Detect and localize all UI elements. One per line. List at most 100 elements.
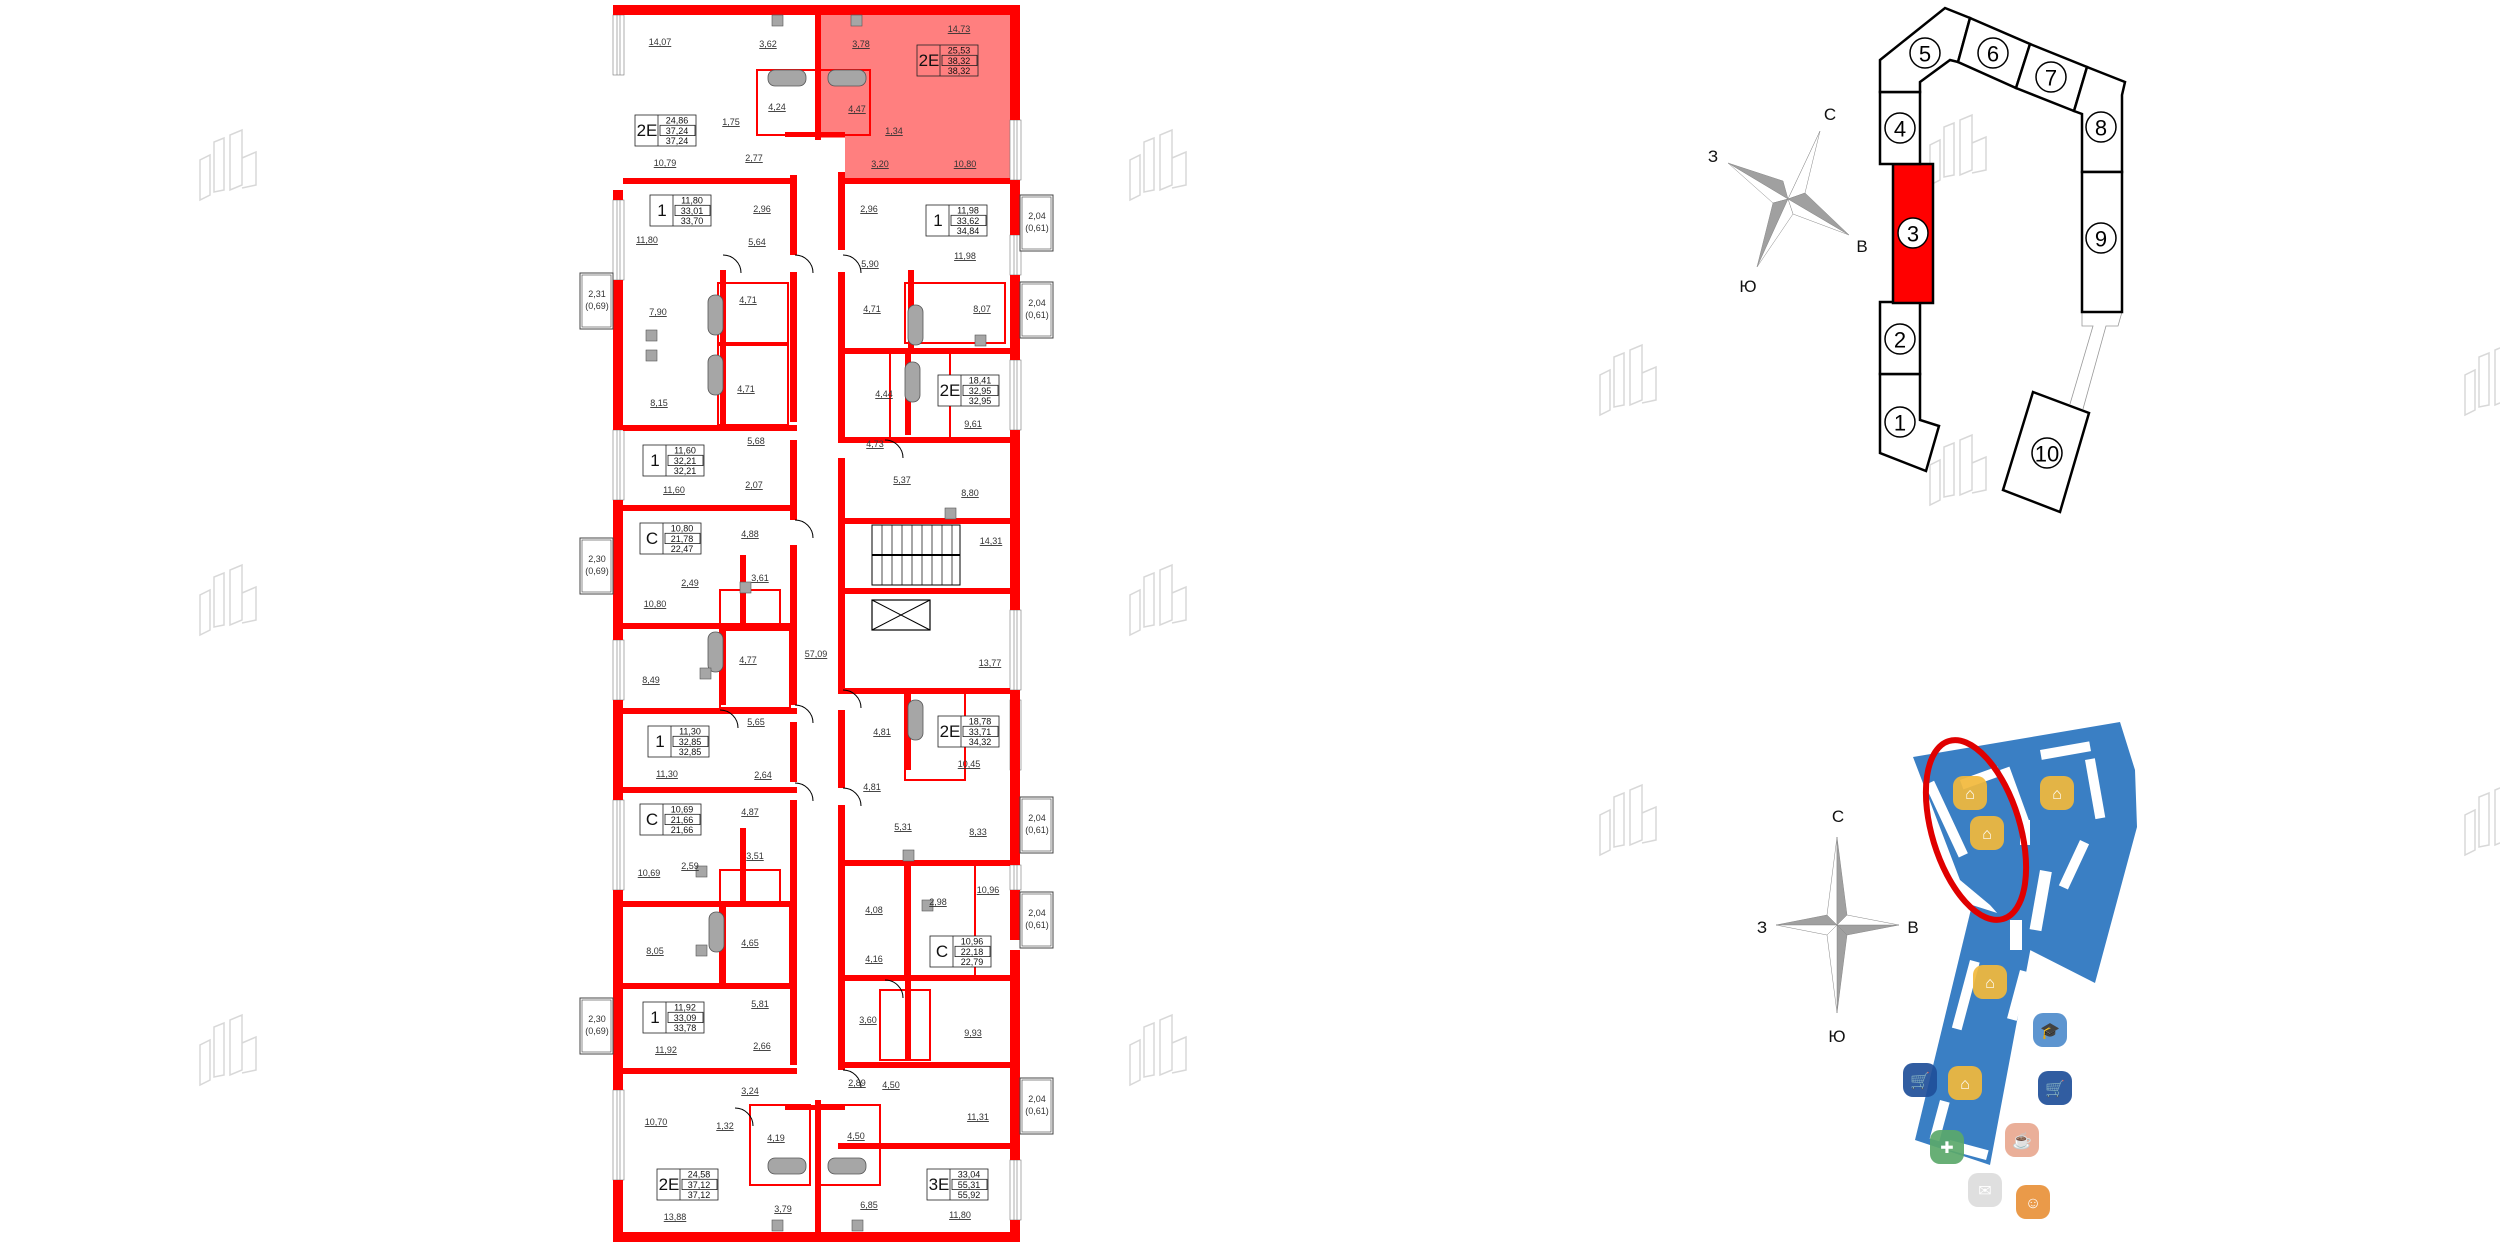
window bbox=[612, 1089, 625, 1181]
pharmacy-icon[interactable]: ✚ bbox=[1930, 1130, 1964, 1164]
wall bbox=[613, 5, 623, 13]
balcony-area: 2,31 bbox=[588, 289, 606, 299]
wall bbox=[1010, 5, 1020, 13]
room-area-label: 2,98 bbox=[929, 897, 947, 907]
section-number: 5 bbox=[1919, 42, 1931, 67]
room-area-label: 14,73 bbox=[948, 24, 971, 34]
wall bbox=[838, 172, 845, 250]
room-area-label: 4,81 bbox=[863, 782, 881, 792]
room-area-label: 11,80 bbox=[636, 235, 658, 245]
room-area-label: 1,32 bbox=[716, 1121, 734, 1131]
balcony[interactable]: 2,04 (0,61) bbox=[1019, 281, 1054, 339]
map-building bbox=[2058, 840, 2090, 890]
apartment-total-with-balcony: 32,95 bbox=[969, 396, 992, 406]
watermark-logo bbox=[1929, 113, 1987, 187]
apartment-total: 37,24 bbox=[666, 126, 689, 136]
stove-icon bbox=[921, 899, 934, 912]
svg-text:⌂: ⌂ bbox=[1985, 975, 1995, 992]
balcony[interactable]: 2,04 (0,61) bbox=[1019, 891, 1054, 949]
window bbox=[612, 14, 625, 76]
building-section[interactable]: 9 bbox=[2080, 170, 2124, 314]
balcony[interactable]: 2,30 (0,69) bbox=[579, 997, 614, 1055]
fitness-icon[interactable]: ☺ bbox=[2016, 1185, 2050, 1219]
room-area-label: 6,85 bbox=[860, 1200, 878, 1210]
balcony[interactable]: 2,31 (0,69) bbox=[579, 272, 614, 330]
watermark-logo bbox=[1599, 783, 1657, 857]
cart-icon[interactable]: 🛒 bbox=[2038, 1071, 2072, 1105]
wall bbox=[838, 178, 1010, 184]
mail-icon[interactable]: ✉ bbox=[1968, 1173, 2002, 1207]
room-area-label: 3,60 bbox=[859, 1015, 877, 1025]
building-icon[interactable]: ⌂ bbox=[2040, 776, 2074, 810]
building-section[interactable]: 5 bbox=[1878, 6, 1972, 94]
room-area-label: 4,19 bbox=[767, 1133, 785, 1143]
building-icon[interactable]: ⌂ bbox=[1948, 1066, 1982, 1100]
building-icon[interactable]: ⌂ bbox=[1953, 776, 1987, 810]
cafe-icon[interactable]: ☕ bbox=[2005, 1123, 2039, 1157]
bathtub-icon bbox=[907, 699, 924, 741]
wall bbox=[623, 787, 797, 793]
door bbox=[884, 979, 904, 999]
compass-south-label: Ю bbox=[1828, 1027, 1845, 1046]
building-icon[interactable]: ⌂ bbox=[1970, 816, 2004, 850]
room-area-label: 13,77 bbox=[979, 658, 1002, 668]
stove-icon bbox=[902, 849, 915, 862]
cart-icon[interactable]: 🛒 bbox=[1903, 1063, 1937, 1097]
room-area-label: 4,44 bbox=[875, 389, 893, 399]
room-area-label: 4,65 bbox=[741, 938, 759, 948]
section-number: 2 bbox=[1894, 328, 1906, 353]
room-area-label: 11,92 bbox=[655, 1045, 677, 1055]
building-section[interactable]: 4 bbox=[1878, 90, 1922, 166]
balcony[interactable]: 2,04 (0,61) bbox=[1019, 796, 1054, 854]
wall bbox=[623, 178, 797, 184]
stove-icon bbox=[695, 944, 708, 957]
school-icon[interactable]: 🎓 bbox=[2033, 1013, 2067, 1047]
building-icon[interactable]: ⌂ bbox=[1973, 965, 2007, 999]
selected-apartment-highlight[interactable] bbox=[819, 15, 1010, 182]
building-section[interactable]: 2 bbox=[1878, 300, 1922, 376]
apartment-total: 33,71 bbox=[969, 727, 992, 737]
wall bbox=[1010, 890, 1020, 940]
stove-icon bbox=[645, 349, 658, 362]
apartment-total: 21,78 bbox=[671, 534, 694, 544]
apartment-living: 10,69 bbox=[671, 805, 694, 815]
balcony[interactable]: 2,04 (0,61) bbox=[1019, 194, 1054, 252]
room-area-label: 10,80 bbox=[644, 599, 667, 609]
room-areas: 14,07 3,62 3,7814,734,241,754,471,342,7710… bbox=[636, 24, 1002, 1222]
room-area-label: 10,79 bbox=[654, 158, 677, 168]
building-section[interactable]: 8 bbox=[2072, 65, 2127, 174]
room-area-label: 2,64 bbox=[754, 770, 772, 780]
bathtub-icon bbox=[707, 294, 724, 336]
room-area-label: 10,80 bbox=[954, 159, 977, 169]
balcony[interactable]: 2,04 (0,61) bbox=[1019, 1077, 1054, 1135]
floor-plan: 2,31 (0,69) 2,30 (0,69) 2,30 (0,69) 2,04 (0,61)… bbox=[579, 5, 1054, 1242]
room-area-label: 3,79 bbox=[774, 1204, 792, 1214]
building-section[interactable]: 1 bbox=[1878, 372, 1941, 473]
window bbox=[1009, 234, 1022, 276]
building-section[interactable]: 7 bbox=[2014, 42, 2089, 113]
room-area-label: 4,77 bbox=[739, 655, 757, 665]
watermark-logo bbox=[1929, 433, 1987, 507]
svg-text:⌂: ⌂ bbox=[1965, 786, 1975, 803]
partition bbox=[819, 1104, 881, 1186]
building-section[interactable]: 10 bbox=[2001, 390, 2091, 514]
building-section-selected[interactable]: 3 bbox=[1891, 162, 1935, 305]
balcony[interactable]: 2,30 (0,69) bbox=[579, 537, 614, 595]
compass-west-label: З bbox=[1708, 147, 1718, 166]
compass-north-label: С bbox=[1832, 807, 1844, 826]
balcony-coefficient: (0,61) bbox=[1025, 1106, 1049, 1116]
